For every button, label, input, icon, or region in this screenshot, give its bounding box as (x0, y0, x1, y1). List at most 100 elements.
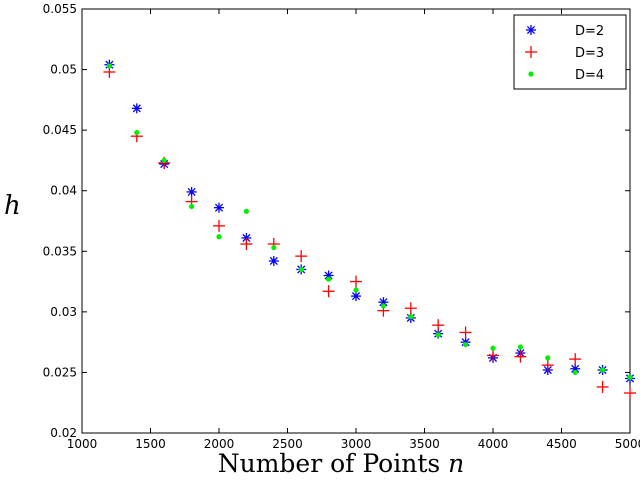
data-point (214, 202, 224, 213)
data-point (161, 157, 167, 164)
marker-dot (380, 303, 386, 309)
marker-stroke (242, 233, 251, 243)
x-axis-label-text: Number of Points (218, 449, 448, 478)
legend-label: D=3 (575, 46, 604, 61)
x-tick-label: 1000 (67, 437, 98, 451)
legend: D=2 D=3 D=4 (513, 14, 627, 90)
data-point (570, 363, 581, 374)
marker-dot (298, 266, 304, 273)
x-axis: 1000 1500 2000 2500 3000 3500 4000 4500 5000 (67, 9, 640, 451)
y-tick-label: 0.03 (50, 305, 77, 319)
data-point (353, 287, 359, 293)
data-point (490, 345, 496, 351)
marker-dot (408, 314, 414, 320)
data-point (408, 314, 414, 320)
x-tick-label: 5000 (615, 437, 640, 451)
data-point (541, 359, 554, 372)
data-point (243, 208, 249, 214)
data-point (134, 129, 140, 136)
data-marks (103, 59, 636, 400)
marker-dot (528, 71, 534, 77)
y-tick-label: 0.05 (50, 63, 77, 77)
marker-stroke (214, 203, 224, 212)
data-point (380, 303, 386, 309)
marker-dot (627, 374, 633, 380)
data-point (131, 103, 142, 114)
data-point (572, 369, 578, 376)
series-D=3 (103, 65, 636, 400)
marker-dot (243, 208, 249, 214)
marker-dot (490, 345, 496, 351)
data-point (351, 291, 361, 302)
y-tick-label: 0.025 (43, 365, 77, 379)
series-D=4 (106, 63, 633, 380)
data-point (463, 341, 469, 348)
marker-dot (326, 276, 332, 282)
marker-dot (134, 129, 140, 136)
marker-stroke (269, 256, 278, 266)
x-tick-label: 3500 (409, 437, 440, 451)
x-tick-label: 3000 (341, 437, 372, 451)
data-point (624, 387, 636, 400)
data-point (268, 255, 279, 266)
data-point (240, 238, 253, 251)
marker-stroke (571, 364, 580, 373)
marker-stroke (187, 187, 196, 196)
data-point (378, 297, 389, 308)
x-tick-label: 4500 (546, 437, 577, 451)
x-axis-label-var: n (448, 449, 464, 478)
marker-dot (161, 157, 167, 164)
data-point (186, 186, 197, 197)
data-point (514, 350, 527, 363)
series-D=2 (104, 59, 635, 384)
legend-marker (528, 71, 534, 77)
marker-dot (189, 203, 195, 210)
data-point (241, 232, 252, 243)
data-point (298, 266, 304, 273)
data-point (517, 344, 524, 350)
data-point (627, 374, 633, 380)
marker-stroke (132, 104, 141, 113)
data-point (596, 380, 609, 393)
data-point (295, 250, 308, 263)
marker-dot (572, 369, 578, 376)
marker-stroke (526, 25, 536, 35)
y-axis: 0.02 0.025 0.03 0.035 0.04 0.045 0.05 0.055 (43, 2, 630, 440)
marker-stroke (379, 298, 388, 307)
y-tick-label: 0.02 (50, 426, 77, 440)
x-tick-label: 4000 (478, 437, 509, 451)
data-point (404, 302, 417, 315)
marker-stroke (351, 292, 361, 301)
marker-dot (353, 287, 359, 293)
marker-dot (463, 341, 469, 348)
x-tick-label: 2500 (272, 437, 303, 451)
marker-dot (545, 355, 551, 361)
marker-dot (435, 332, 441, 338)
y-tick-label: 0.055 (43, 2, 77, 16)
x-tick-label: 1500 (135, 437, 166, 451)
marker-dot (517, 344, 524, 350)
legend-label: D=4 (575, 68, 604, 83)
y-tick-label: 0.045 (43, 123, 77, 137)
marker-dot (271, 245, 277, 251)
data-point (350, 275, 362, 288)
legend-label: D=2 (575, 24, 604, 39)
legend-marker (525, 46, 537, 58)
data-point (487, 349, 499, 362)
marker-stroke (324, 271, 333, 280)
data-point (326, 276, 332, 282)
data-point (213, 219, 225, 232)
data-point (271, 245, 277, 251)
marker-dot (600, 367, 606, 373)
data-point (600, 367, 606, 373)
data-point (435, 332, 441, 338)
y-tick-label: 0.04 (50, 184, 77, 198)
y-tick-label: 0.035 (43, 244, 77, 258)
marker-dot (216, 234, 222, 240)
data-point (545, 355, 551, 361)
legend-marker (526, 25, 536, 35)
x-tick-label: 2000 (204, 437, 235, 451)
x-axis-label: Number of Points n (218, 449, 465, 478)
data-point (569, 353, 582, 366)
